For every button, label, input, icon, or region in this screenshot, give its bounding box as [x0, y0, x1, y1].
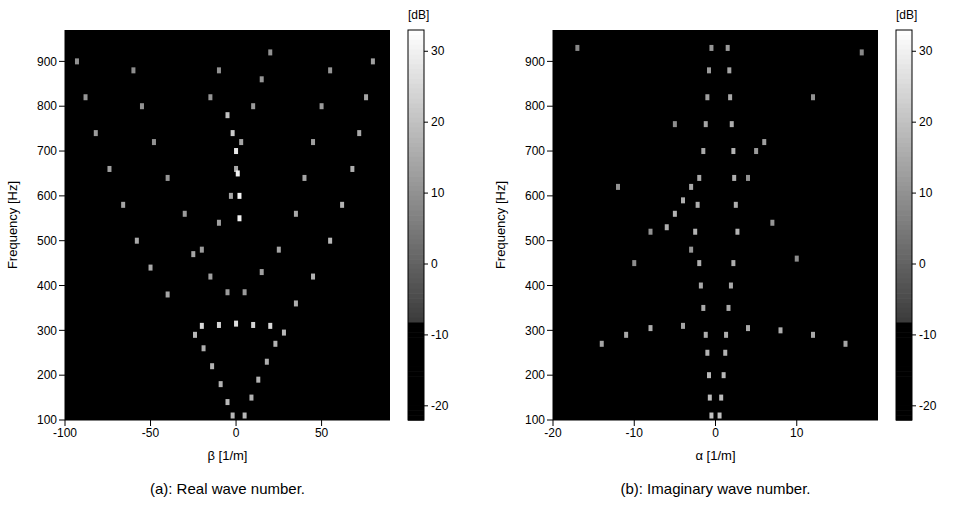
svg-text:100: 100	[37, 413, 57, 427]
svg-text:700: 700	[525, 144, 545, 158]
svg-text:900: 900	[525, 55, 545, 69]
svg-text:-20: -20	[919, 399, 937, 413]
svg-text:10: 10	[919, 186, 933, 200]
svg-text:-10: -10	[431, 328, 449, 342]
svg-text:900: 900	[37, 55, 57, 69]
svg-text:0: 0	[919, 257, 926, 271]
svg-text:-10: -10	[626, 426, 644, 440]
svg-text:200: 200	[37, 368, 57, 382]
svg-text:-20: -20	[431, 399, 449, 413]
svg-text:500: 500	[525, 234, 545, 248]
svg-text:300: 300	[525, 324, 545, 338]
svg-text:200: 200	[525, 368, 545, 382]
svg-text:30: 30	[431, 44, 445, 58]
svg-text:-100: -100	[53, 426, 77, 440]
svg-text:0: 0	[712, 426, 719, 440]
html-text:[dB]: [dB]	[896, 8, 918, 22]
svg-text:Frequency [Hz]: Frequency [Hz]	[493, 181, 508, 269]
svg-text:β [1/m]: β [1/m]	[208, 448, 248, 463]
svg-text:500: 500	[37, 234, 57, 248]
svg-text:800: 800	[37, 99, 57, 113]
svg-text:-10: -10	[919, 328, 937, 342]
html-text:[dB]: [dB]	[408, 8, 430, 22]
svg-text:400: 400	[525, 279, 545, 293]
svg-text:100: 100	[525, 413, 545, 427]
svg-text:50: 50	[315, 426, 329, 440]
svg-text:-20: -20	[544, 426, 562, 440]
svg-text:20: 20	[431, 115, 445, 129]
html-text:(a): Real wave number.: (a): Real wave number.	[150, 480, 305, 497]
svg-text:α [1/m]: α [1/m]	[695, 448, 735, 463]
svg-text:20: 20	[919, 115, 933, 129]
svg-text:10: 10	[431, 186, 445, 200]
html-text:(b): Imaginary wave number.: (b): Imaginary wave number.	[620, 480, 811, 497]
svg-text:800: 800	[525, 99, 545, 113]
svg-text:0: 0	[431, 257, 438, 271]
svg-text:-50: -50	[142, 426, 160, 440]
svg-text:Frequency [Hz]: Frequency [Hz]	[5, 181, 20, 269]
svg-text:0: 0	[233, 426, 240, 440]
svg-text:30: 30	[919, 44, 933, 58]
svg-text:10: 10	[790, 426, 804, 440]
svg-text:600: 600	[525, 189, 545, 203]
svg-text:600: 600	[37, 189, 57, 203]
svg-text:300: 300	[37, 324, 57, 338]
svg-text:700: 700	[37, 144, 57, 158]
svg-text:400: 400	[37, 279, 57, 293]
